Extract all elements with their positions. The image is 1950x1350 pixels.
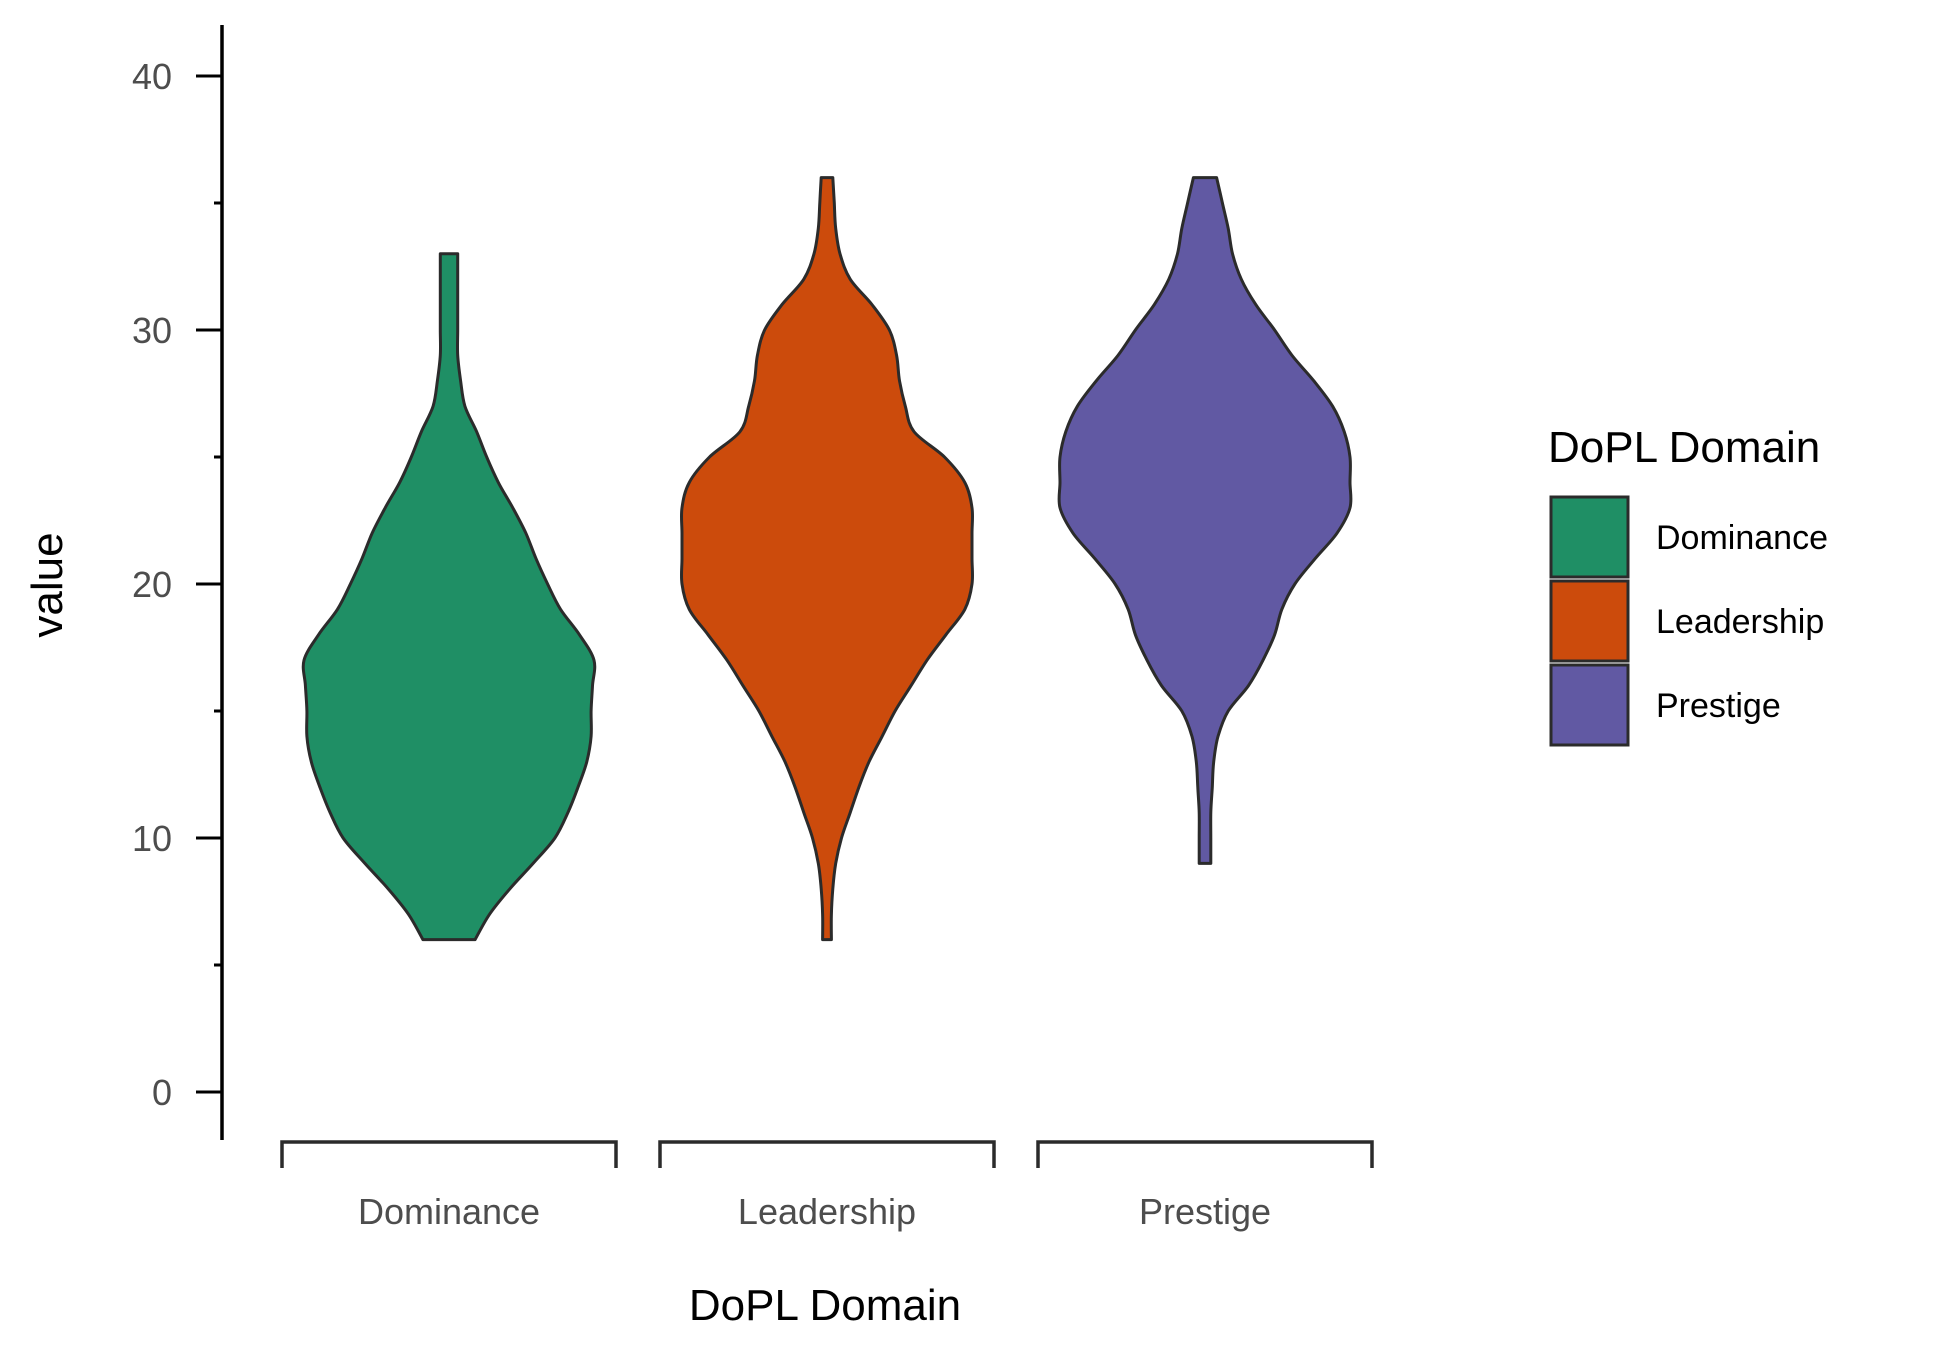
x-bracket-dominance: [280, 1140, 618, 1168]
legend-label: Prestige: [1656, 687, 1781, 725]
legend-key-dominance: [1549, 495, 1630, 579]
y-tick-label: 20: [132, 564, 172, 605]
violin-leadership: [679, 176, 975, 942]
y-tick-label: 0: [152, 1072, 172, 1113]
legend-key-prestige: [1549, 663, 1630, 747]
legend-label: Leadership: [1656, 603, 1824, 641]
y-tick-label: 10: [132, 818, 172, 859]
violin-dominance: [301, 252, 597, 942]
x-tick-label: Leadership: [738, 1191, 916, 1232]
violin-prestige: [1057, 176, 1353, 865]
y-tick-label: 30: [132, 310, 172, 351]
y-axis-title: value: [23, 532, 72, 637]
legend-key-leadership: [1549, 579, 1630, 663]
legend-title: DoPL Domain: [1548, 423, 1820, 472]
legend-items: Dominance Leadership Prestige: [1549, 495, 1828, 747]
x-axis-brackets: [280, 1140, 1374, 1168]
legend: DoPL Domain Dominance Leadership Prestige: [1548, 423, 1828, 747]
x-bracket-leadership: [658, 1140, 996, 1168]
y-axis-ticks: 0 10 20 30 40: [132, 56, 222, 1113]
x-axis-title: DoPL Domain: [689, 1281, 961, 1330]
x-tick-label: Dominance: [358, 1191, 540, 1232]
legend-label: Dominance: [1656, 519, 1828, 557]
x-tick-label: Prestige: [1139, 1191, 1271, 1232]
violins-layer: [301, 176, 1353, 942]
x-bracket-prestige: [1036, 1140, 1374, 1168]
y-tick-label: 40: [132, 56, 172, 97]
x-axis-tick-labels: Dominance Leadership Prestige: [358, 1191, 1271, 1232]
